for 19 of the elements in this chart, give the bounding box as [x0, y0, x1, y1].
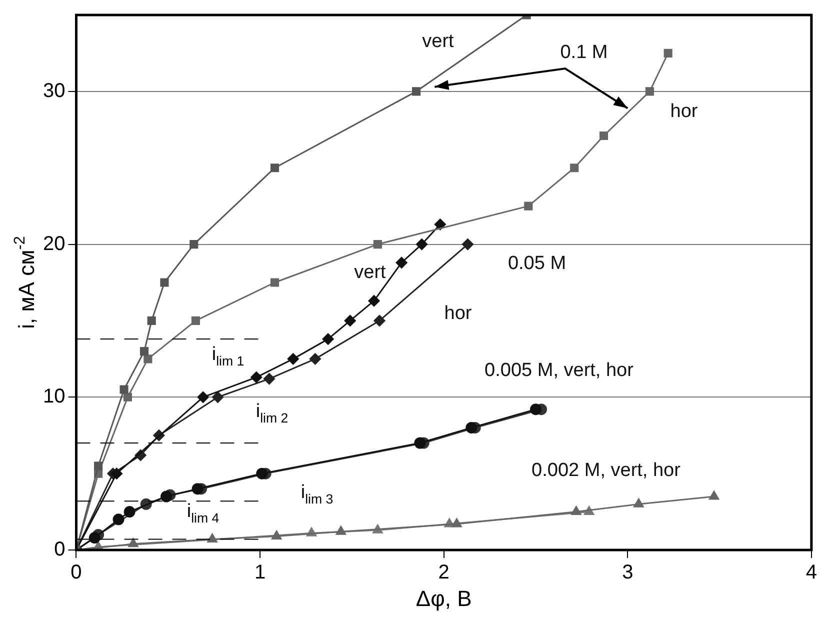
x-tick-label: 3 [622, 562, 634, 584]
annotation: 0.002 M, vert, hor [532, 460, 682, 482]
y-axis-title: i, мА см-2 [12, 236, 40, 329]
annotation: vert [422, 31, 455, 52]
y-tick-label: 0 [54, 538, 66, 561]
annotation: hor [670, 101, 698, 122]
y-tick-label: 10 [42, 386, 66, 408]
annotation: 0.005 M, vert, hor [484, 360, 634, 382]
annotation: 0.1 M [560, 42, 608, 64]
annotation: vert [354, 262, 387, 284]
x-tick-label: 2 [438, 562, 450, 584]
x-tick-label: 4 [806, 562, 817, 584]
y-tick-label: 30 [42, 80, 66, 102]
annotation: 0.05 M [508, 253, 566, 274]
y-tick-label: 20 [42, 232, 66, 255]
x-tick-label: 1 [254, 562, 266, 584]
x-tick-label: 0 [70, 562, 82, 584]
x-axis-title: Δφ, В [416, 586, 472, 612]
annotation: hor [444, 303, 472, 324]
